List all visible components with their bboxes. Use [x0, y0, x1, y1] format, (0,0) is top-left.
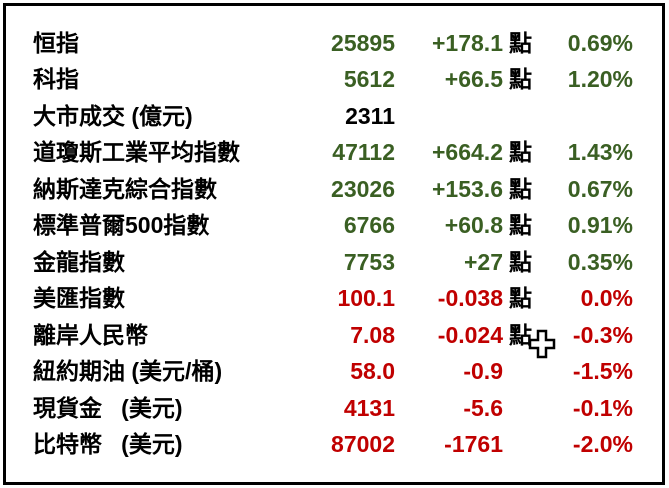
- row-change[interactable]: +27: [463, 248, 503, 275]
- row-percent[interactable]: -0.1%: [572, 394, 633, 421]
- row-percent[interactable]: -2.0%: [572, 431, 633, 458]
- row-label[interactable]: 大市成交 (億元): [33, 102, 193, 129]
- row-unit[interactable]: 點: [509, 29, 532, 56]
- row-change[interactable]: -0.9: [463, 358, 503, 385]
- row-change[interactable]: +66.5: [444, 66, 503, 93]
- row-percent[interactable]: 0.91%: [567, 212, 633, 239]
- row-label[interactable]: 美匯指數: [33, 285, 125, 312]
- row-label[interactable]: 現貨金 (美元): [33, 394, 183, 421]
- row-change[interactable]: -0.038: [437, 285, 503, 312]
- row-label[interactable]: 科指: [33, 66, 79, 93]
- row-change[interactable]: [395, 98, 503, 135]
- row-value[interactable]: 25895: [331, 29, 395, 56]
- row-label[interactable]: 金龍指數: [33, 248, 125, 275]
- row-change[interactable]: +60.8: [444, 212, 503, 239]
- market-data-panel: 恒指 25895 +178.1 點 0.69% 科指 5612 +66.5 點 1.20% 大市成交…: [3, 3, 665, 485]
- row-value[interactable]: 2311: [345, 102, 395, 129]
- row-percent[interactable]: [541, 98, 633, 135]
- row-change[interactable]: -0.024: [437, 321, 503, 348]
- row-value[interactable]: 100.1: [337, 285, 395, 312]
- row-label[interactable]: 納斯達克綜合指數: [33, 175, 217, 202]
- row-change[interactable]: -1761: [444, 431, 503, 458]
- row-percent[interactable]: 0.35%: [567, 248, 633, 275]
- row-change[interactable]: +664.2: [432, 139, 503, 166]
- row-change[interactable]: +153.6: [432, 175, 503, 202]
- row-percent[interactable]: -1.5%: [572, 358, 633, 385]
- row-unit[interactable]: 點: [509, 248, 532, 275]
- row-label[interactable]: 紐約期油 (美元/桶): [33, 358, 223, 385]
- row-percent[interactable]: 1.43%: [567, 139, 633, 166]
- row-label[interactable]: 離岸人民幣: [33, 321, 148, 348]
- row-unit[interactable]: 點: [509, 212, 532, 239]
- row-value[interactable]: 4131: [343, 394, 395, 421]
- row-percent[interactable]: 1.20%: [567, 66, 633, 93]
- row-unit[interactable]: 點: [509, 175, 532, 202]
- row-unit[interactable]: 點: [509, 66, 532, 93]
- row-label[interactable]: 恒指: [33, 29, 79, 56]
- row-label[interactable]: 標準普爾500指數: [33, 212, 210, 239]
- row-unit[interactable]: [503, 98, 541, 135]
- row-percent[interactable]: 0.67%: [567, 175, 633, 202]
- market-table: 恒指 25895 +178.1 點 0.69% 科指 5612 +66.5 點 1.20% 大市成交…: [33, 25, 633, 463]
- row-unit[interactable]: 點: [509, 285, 532, 312]
- row-percent[interactable]: 0.69%: [567, 29, 633, 56]
- row-change[interactable]: -5.6: [463, 394, 503, 421]
- row-unit[interactable]: [503, 427, 541, 464]
- row-value[interactable]: 7.08: [350, 321, 395, 348]
- row-value[interactable]: 6766: [343, 212, 395, 239]
- row-value[interactable]: 5612: [343, 66, 395, 93]
- row-percent[interactable]: -0.3%: [572, 321, 633, 348]
- row-percent[interactable]: 0.0%: [580, 285, 633, 312]
- row-value[interactable]: 58.0: [350, 358, 395, 385]
- row-unit[interactable]: [503, 354, 541, 391]
- row-value[interactable]: 47112: [332, 139, 395, 166]
- row-value[interactable]: 7753: [343, 248, 395, 275]
- row-label[interactable]: 道瓊斯工業平均指數: [33, 139, 240, 166]
- row-unit[interactable]: [503, 390, 541, 427]
- row-value[interactable]: 87002: [331, 431, 395, 458]
- row-unit[interactable]: 點: [509, 139, 532, 166]
- row-unit[interactable]: 點: [509, 321, 532, 348]
- row-change[interactable]: +178.1: [432, 29, 503, 56]
- row-label[interactable]: 比特幣 (美元): [33, 431, 183, 458]
- row-value[interactable]: 23026: [331, 175, 395, 202]
